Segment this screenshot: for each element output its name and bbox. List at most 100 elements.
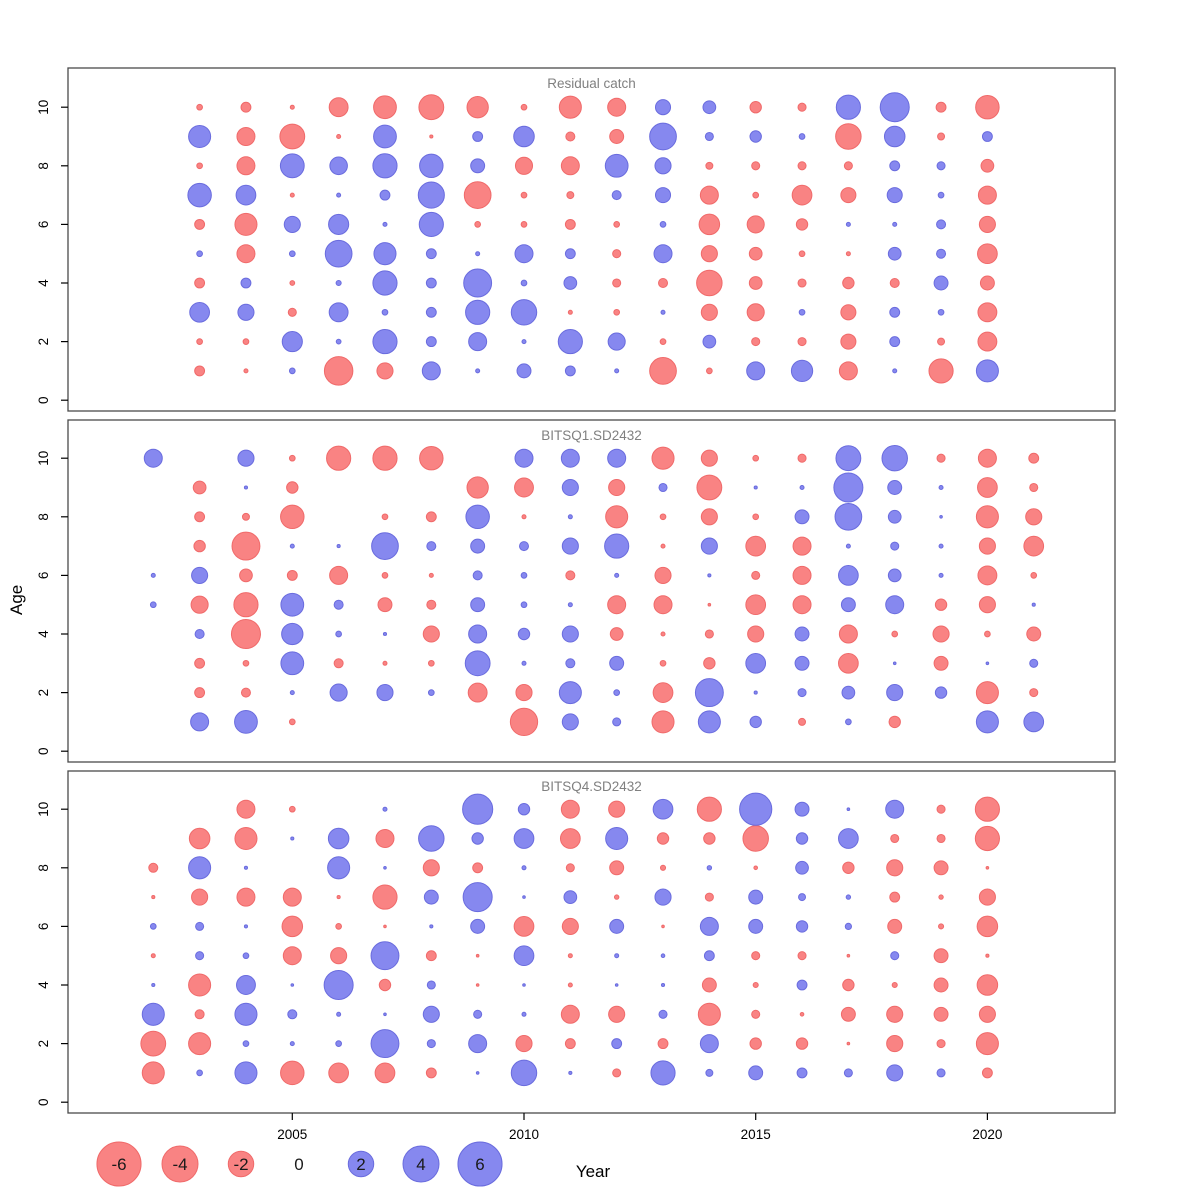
bubble <box>795 1037 809 1050</box>
bubble <box>885 595 905 615</box>
bubble <box>649 122 677 151</box>
bubble <box>891 630 899 638</box>
bubble <box>835 94 861 120</box>
bubble <box>984 630 991 638</box>
bubble <box>889 336 901 348</box>
bubble <box>749 715 762 729</box>
bubble <box>279 153 305 179</box>
bubble <box>234 1061 258 1085</box>
bubble <box>372 445 398 471</box>
bubble <box>558 681 582 705</box>
bubble <box>196 338 203 345</box>
bubble <box>378 978 392 992</box>
bubble <box>426 599 437 610</box>
bubble <box>797 337 807 347</box>
bubble <box>323 356 354 386</box>
bubble <box>242 952 250 960</box>
bubble <box>751 1009 761 1019</box>
bubble <box>887 918 903 934</box>
bubble <box>939 515 943 519</box>
bubble <box>977 448 997 468</box>
bubble <box>936 1039 946 1049</box>
bubble <box>560 156 580 176</box>
bubble <box>937 308 945 316</box>
bubble <box>195 921 205 931</box>
bubble <box>561 625 579 643</box>
bubble <box>194 687 206 699</box>
bubble <box>654 566 672 584</box>
bubble <box>700 537 718 555</box>
bubble <box>516 363 532 379</box>
bubble <box>845 543 851 549</box>
bubble <box>280 1060 305 1086</box>
bubble <box>889 160 901 172</box>
bubble <box>794 801 810 817</box>
bubble <box>240 277 252 289</box>
bubble <box>522 983 526 987</box>
bubble <box>838 361 858 381</box>
bubble <box>188 124 212 149</box>
bubble <box>240 101 252 113</box>
bubble <box>753 690 758 695</box>
bubble <box>188 1032 212 1056</box>
bubble <box>234 1002 258 1026</box>
bubble <box>422 625 440 643</box>
bubble <box>886 684 904 702</box>
y-tick-label: 6 <box>36 572 51 580</box>
bubble <box>660 982 666 988</box>
bubble <box>194 277 206 289</box>
bubble <box>747 625 765 643</box>
bubble <box>890 833 900 844</box>
bubble <box>608 800 626 818</box>
bubble <box>194 657 206 669</box>
bubble <box>236 127 256 146</box>
bubble <box>659 513 667 521</box>
bubble <box>705 1068 714 1077</box>
bubble <box>289 192 295 198</box>
bubble <box>797 278 807 288</box>
bubble <box>752 981 759 989</box>
bubble <box>795 920 809 933</box>
bubble <box>567 514 573 520</box>
bubble <box>470 538 486 554</box>
bubble <box>796 1067 808 1079</box>
bubble <box>375 829 395 848</box>
bubble <box>194 511 206 523</box>
bubble <box>890 951 900 961</box>
bubble <box>742 825 769 852</box>
bubble <box>933 1006 949 1022</box>
bubble <box>513 945 535 967</box>
bubble <box>694 678 724 708</box>
bubble <box>799 1012 805 1017</box>
bubble <box>143 448 163 468</box>
panel-title-bitsq1: BITSQ1.SD2432 <box>541 428 642 443</box>
bubble <box>746 303 765 322</box>
bubble <box>514 448 534 468</box>
bubble <box>739 792 773 826</box>
bubble <box>372 270 398 296</box>
bubble <box>892 368 898 374</box>
bubble <box>702 100 717 115</box>
legend-label: -2 <box>233 1155 248 1174</box>
bubble <box>751 570 761 580</box>
bubble <box>290 836 295 841</box>
y-tick-label: 8 <box>36 162 51 170</box>
bubble <box>324 239 353 268</box>
bubble <box>609 129 625 144</box>
bubble <box>289 280 296 286</box>
bubble <box>609 655 625 671</box>
bubble <box>975 359 999 383</box>
bubble <box>838 565 859 586</box>
bubble <box>843 161 853 171</box>
bubble <box>520 103 528 111</box>
bubble <box>191 888 209 906</box>
panel-border <box>67 770 1116 1114</box>
bubble <box>654 187 672 204</box>
bubble <box>659 338 667 345</box>
bubble <box>974 796 1000 822</box>
bubble <box>752 191 760 199</box>
bubble <box>661 924 665 929</box>
bubble <box>426 980 436 990</box>
